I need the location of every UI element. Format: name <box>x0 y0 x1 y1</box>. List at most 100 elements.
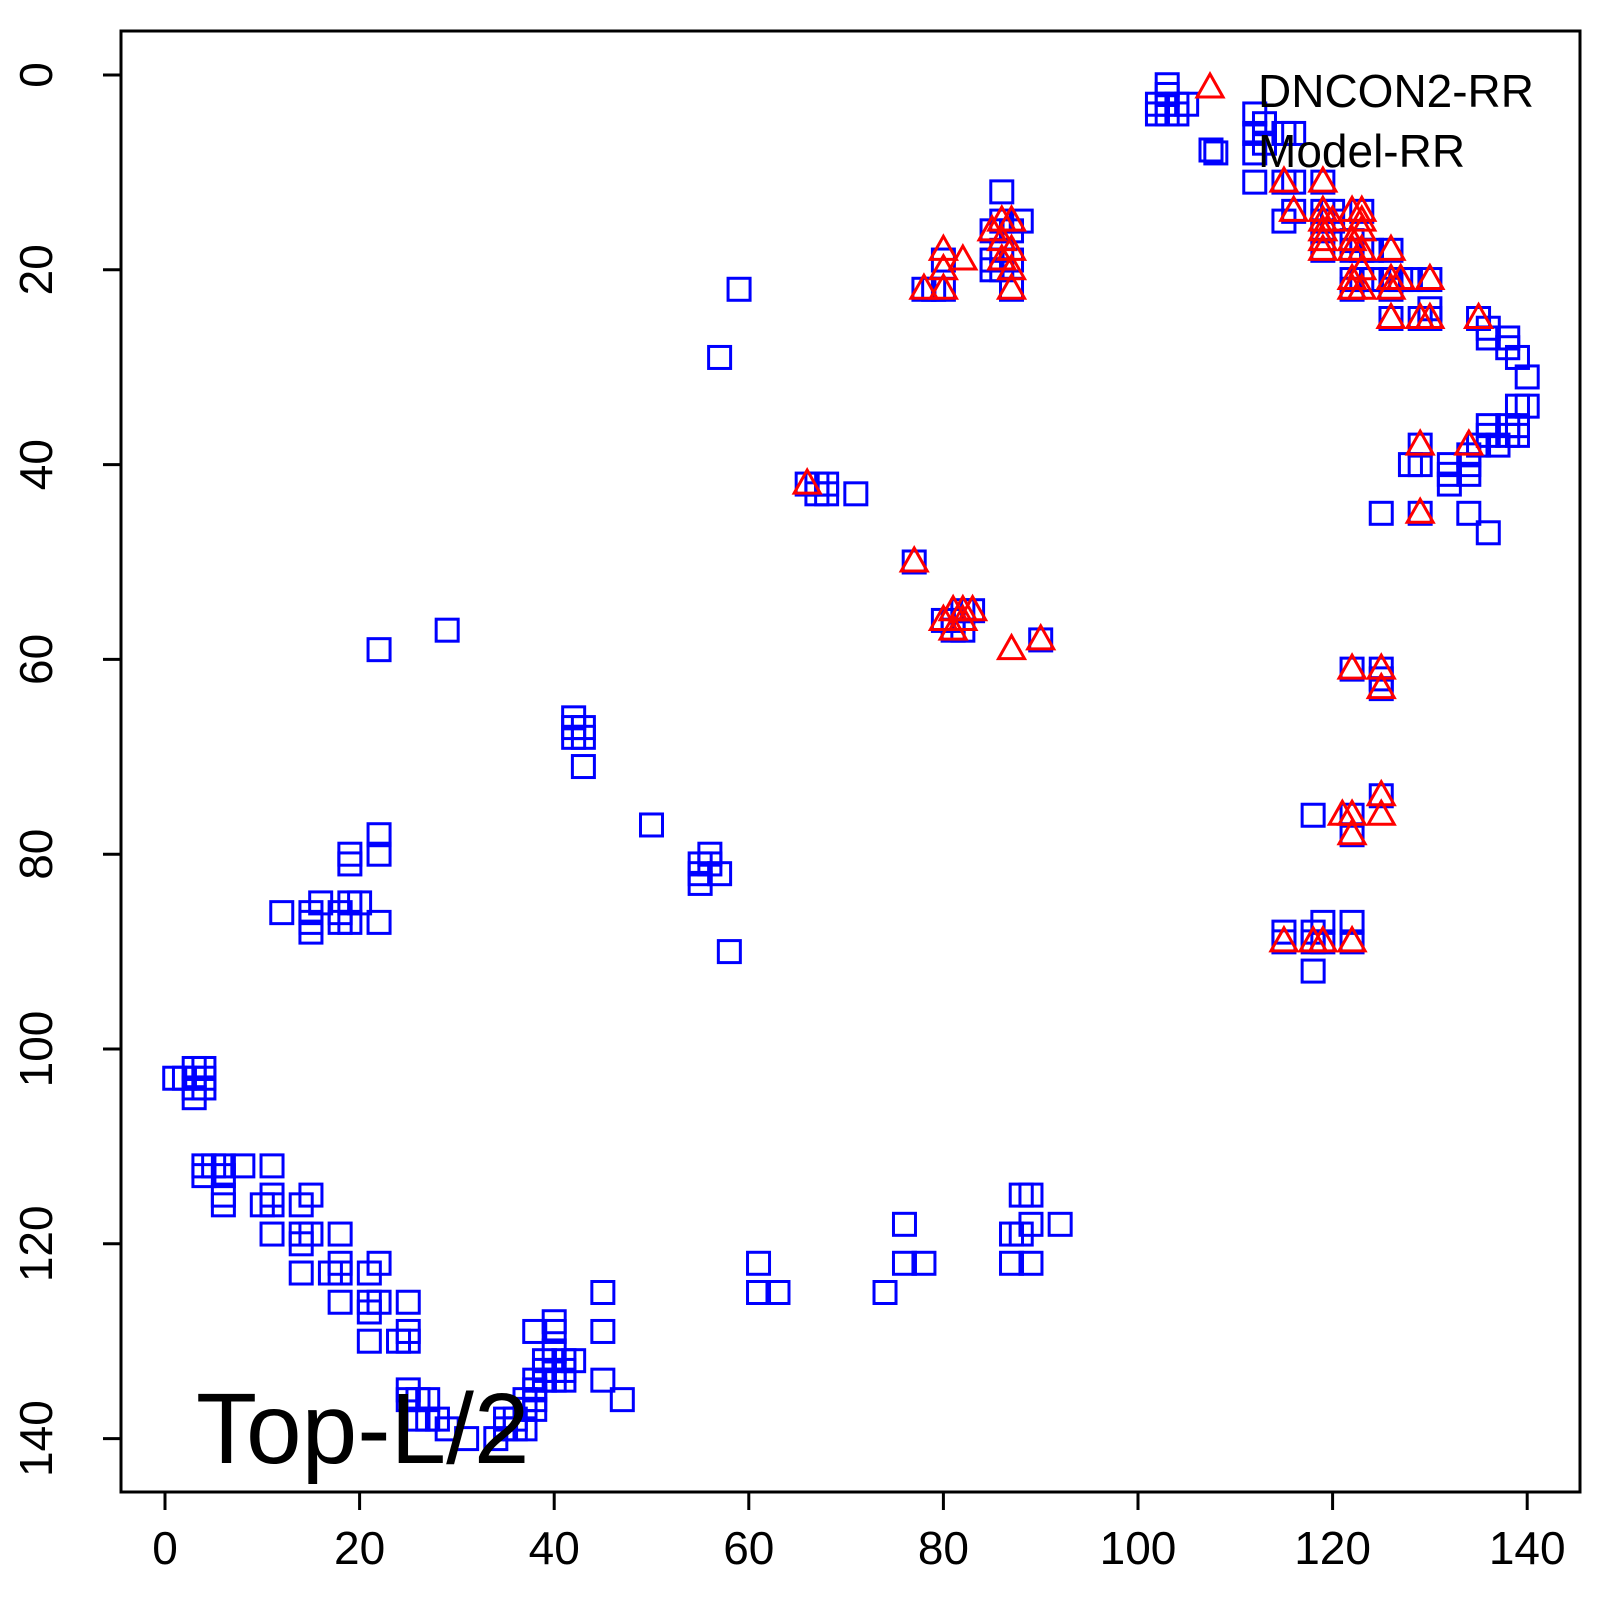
model-rr-point <box>366 637 392 663</box>
dncon2-rr-point <box>986 223 1018 252</box>
dncon2-rr-point <box>898 544 930 573</box>
dncon2-rr-point <box>1307 194 1339 222</box>
y-tick-label: 0 <box>10 62 62 88</box>
dncon2-rr-point <box>1346 233 1378 261</box>
dncon2-rr-point <box>1404 496 1436 524</box>
legend: DNCON2-RR Model-RR <box>1194 65 1534 177</box>
dncon2-rr-point <box>1346 213 1378 242</box>
dncon2-rr-point <box>927 233 959 261</box>
dncon2-rr-point <box>1278 194 1310 222</box>
model-rr-point <box>1047 1211 1073 1237</box>
model-rr-point <box>1203 140 1229 166</box>
x-tick-label: 140 <box>1489 1522 1566 1574</box>
model-rr-point <box>288 1260 314 1286</box>
model-rr-point <box>1339 909 1365 935</box>
x-axis: 0 20 40 60 80 100 120 140 <box>152 1490 1566 1574</box>
model-rr-point <box>210 1192 236 1218</box>
dncon2-rr-point <box>995 632 1028 661</box>
model-rr-point <box>746 1280 772 1305</box>
legend-square-icon <box>1198 137 1224 163</box>
model-rr-point <box>1281 120 1307 146</box>
chart-annotation: Top-L/2 <box>196 1373 530 1485</box>
x-tick-label: 120 <box>1294 1522 1371 1574</box>
dncon2-rr-point <box>1307 924 1339 953</box>
dncon2-rr-point <box>947 603 979 631</box>
model-rr-point <box>726 276 752 302</box>
model-rr-point <box>434 617 460 643</box>
y-tick-label: 60 <box>10 634 62 685</box>
model-rr-point <box>366 909 392 935</box>
dncon2-rr-point <box>1336 924 1368 953</box>
model-rr-point <box>765 1280 791 1305</box>
dncon2-rr-point <box>947 243 979 271</box>
model-rr-point <box>687 870 713 896</box>
x-tick-label: 60 <box>723 1522 774 1574</box>
dncon2-rr-point <box>1025 622 1057 651</box>
model-rr-point <box>1018 1211 1044 1237</box>
dncon2-rr-point <box>1453 428 1485 456</box>
model-rr-point <box>181 1085 207 1111</box>
model-rr-point <box>1242 140 1268 166</box>
model-rr-point <box>1456 500 1482 526</box>
dncon2-rr-point <box>1404 428 1436 456</box>
y-tick-label: 120 <box>10 1205 62 1282</box>
model-rr-point <box>191 1163 217 1189</box>
model-rr-point <box>259 1221 285 1247</box>
model-rr-point <box>1514 364 1540 390</box>
model-rr-point <box>541 1309 567 1335</box>
model-rr-point <box>1300 802 1326 828</box>
model-rr-point <box>1242 169 1268 195</box>
x-tick-label: 80 <box>918 1522 969 1574</box>
dncon2-rr-point <box>927 272 959 300</box>
model-rr-point <box>288 1192 314 1218</box>
dncon2-rr-point <box>1346 194 1378 222</box>
dncon2-rr-point <box>1268 924 1300 953</box>
dncon2-rr-point <box>1375 272 1407 300</box>
dncon2-rr-point <box>1385 262 1417 291</box>
model-rr-point <box>1368 500 1394 526</box>
model-rr-point <box>609 1387 635 1413</box>
dncon2-rr-point <box>1336 223 1368 252</box>
dncon2-rr-point <box>995 233 1028 261</box>
model-rr-point <box>911 1250 937 1276</box>
model-rr-point <box>366 822 392 848</box>
model-rr-point <box>891 1211 917 1237</box>
dncon2-rr-point <box>957 593 989 622</box>
dncon2-rr-point <box>937 613 969 641</box>
model-rr-point <box>989 179 1015 205</box>
model-rr-point <box>746 1250 772 1276</box>
dncon2-rr-point <box>1336 652 1368 680</box>
dncon2-rr-point <box>1346 272 1378 300</box>
model-rr-point <box>872 1280 898 1305</box>
model-rr-point <box>454 1426 480 1452</box>
model-rr-point <box>395 1328 421 1354</box>
model-rr-series <box>162 72 1540 1452</box>
model-rr-point <box>366 1250 392 1276</box>
dncon2-rr-point <box>1307 213 1339 242</box>
legend-triangle-icon <box>1194 70 1226 99</box>
dncon2-rr-point <box>1414 301 1446 329</box>
model-rr-point <box>843 481 869 507</box>
model-rr-point <box>1300 958 1326 984</box>
model-rr-point <box>1456 461 1482 487</box>
model-rr-point <box>590 1318 616 1344</box>
dncon2-rr-point <box>1365 652 1397 680</box>
dncon2-rr-point <box>791 467 823 495</box>
model-rr-point <box>570 754 596 780</box>
model-rr-point <box>288 1231 314 1257</box>
model-rr-point <box>210 1163 236 1189</box>
model-rr-point <box>366 841 392 867</box>
model-rr-point <box>259 1153 285 1179</box>
model-rr-point <box>999 1250 1025 1276</box>
x-tick-label: 100 <box>1100 1522 1177 1574</box>
dncon2-rr-point <box>1414 262 1446 291</box>
model-rr-point <box>1281 169 1307 195</box>
dncon2-rr-point <box>1336 817 1368 846</box>
model-rr-point <box>639 812 664 838</box>
dncon2-rr-point <box>1346 252 1378 281</box>
model-rr-point <box>570 724 596 750</box>
model-rr-point <box>298 919 324 945</box>
model-rr-point <box>327 1260 353 1286</box>
model-rr-point <box>1018 1182 1044 1208</box>
